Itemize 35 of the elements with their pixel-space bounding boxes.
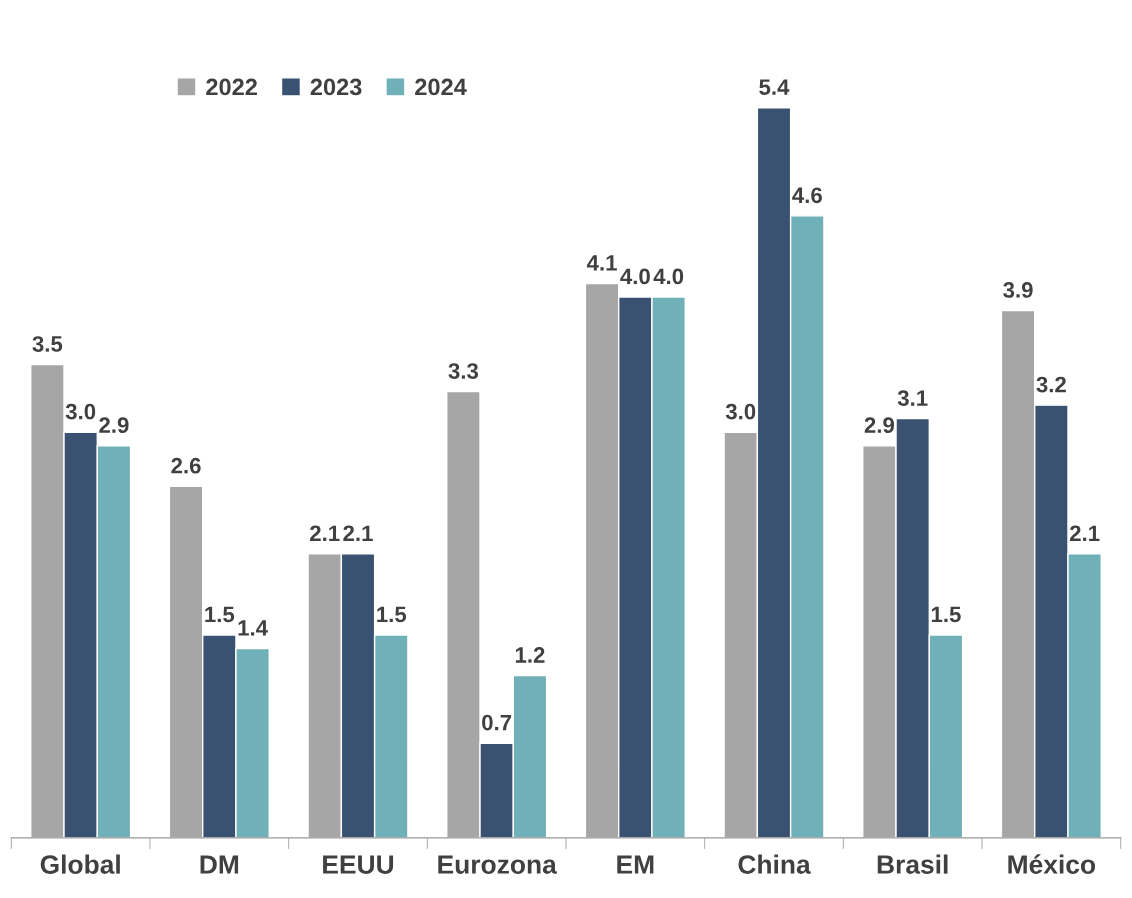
x-tick-label: EEUU bbox=[323, 855, 394, 874]
data-label: 1.4 bbox=[238, 620, 268, 636]
data-label: 4.0 bbox=[653, 268, 684, 285]
data-label: 3.0 bbox=[725, 403, 756, 420]
data-label: 1.5 bbox=[931, 606, 961, 623]
data-label: 1.2 bbox=[515, 647, 545, 663]
x-tick-label: China bbox=[738, 854, 811, 874]
data-label: 1.5 bbox=[205, 606, 235, 623]
x-tick-label: Global bbox=[40, 854, 120, 874]
data-label: 0.7 bbox=[482, 714, 512, 731]
data-label: 3.1 bbox=[897, 390, 928, 406]
data-label: 5.4 bbox=[759, 79, 790, 95]
data-label: 2.1 bbox=[343, 525, 373, 541]
legend-label: 2024 bbox=[415, 78, 467, 96]
x-tick-label: Eurozona bbox=[438, 855, 557, 874]
x-tick-label: DM bbox=[200, 855, 239, 874]
x-tick-label: Brasil bbox=[877, 854, 948, 874]
x-tick-label: México bbox=[1008, 854, 1096, 874]
data-label: 2.1 bbox=[310, 525, 340, 541]
data-label: 2.9 bbox=[99, 417, 129, 433]
data-label: 2.6 bbox=[171, 457, 201, 474]
x-tick-label: EM bbox=[617, 855, 654, 874]
data-label: 2.1 bbox=[1069, 525, 1100, 541]
data-label: 2.9 bbox=[864, 417, 895, 433]
data-label: 4.1 bbox=[586, 255, 617, 271]
data-label: 1.5 bbox=[377, 606, 407, 623]
data-label: 3.0 bbox=[65, 403, 96, 420]
data-label: 3.3 bbox=[448, 363, 479, 379]
data-label: 3.5 bbox=[32, 336, 63, 352]
data-label: 4.6 bbox=[792, 187, 822, 204]
legend-label: 2023 bbox=[310, 78, 362, 96]
data-label: 3.9 bbox=[1003, 282, 1033, 298]
data-label: 4.0 bbox=[620, 268, 650, 285]
data-label: 3.2 bbox=[1036, 376, 1066, 393]
legend-label: 2022 bbox=[206, 78, 257, 96]
